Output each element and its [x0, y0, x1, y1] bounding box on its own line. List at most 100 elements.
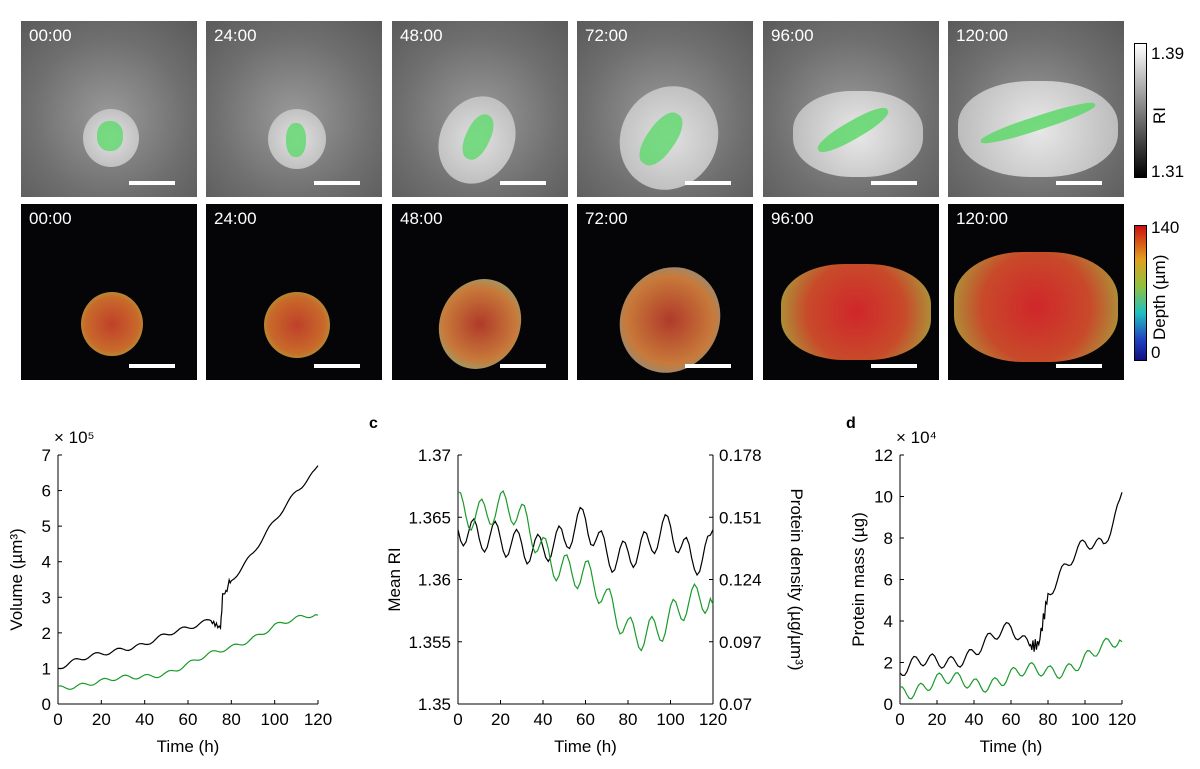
- ri-colorbar: [1134, 43, 1147, 178]
- x-tick-label: 0: [895, 710, 904, 729]
- scale-bar-icon: [500, 364, 546, 368]
- fluorescence-overlay: [286, 123, 306, 157]
- axis-exponent: × 10⁵: [54, 428, 95, 447]
- depth-tile: 96:00: [763, 204, 939, 380]
- depth-colorbar-min: 0: [1151, 343, 1161, 362]
- y-tick-label: 1.36: [418, 571, 451, 590]
- time-label: 96:00: [771, 26, 814, 45]
- x-tick-label: 20: [92, 710, 111, 729]
- depth-tile: 48:00: [392, 204, 568, 380]
- x-tick-label: 120: [699, 710, 727, 729]
- organoid-blob: [264, 292, 330, 358]
- time-label: 120:00: [956, 26, 1008, 45]
- fluorescence-overlay: [97, 121, 123, 151]
- ri-colorbar-min: 1.31: [1151, 162, 1185, 181]
- time-label: 120:00: [956, 209, 1008, 228]
- y-tick-label: 10: [874, 488, 893, 507]
- x-tick-label: 60: [179, 710, 198, 729]
- scale-bar-icon: [1056, 181, 1102, 185]
- scale-bar-icon: [1056, 364, 1102, 368]
- scale-bar-icon: [871, 181, 917, 185]
- x-axis-label: Time (h): [554, 737, 617, 756]
- x-tick-label: 60: [576, 710, 595, 729]
- depth-tile: 72:00: [577, 204, 753, 380]
- scale-bar-icon: [129, 364, 175, 368]
- y-tick-label: 1.35: [418, 695, 451, 714]
- x-tick-label: 0: [453, 710, 462, 729]
- x-tick-label: 120: [1108, 710, 1136, 729]
- series-line: [457, 506, 714, 577]
- panel-label-c: c: [369, 415, 378, 432]
- y-tick-label: 2: [884, 654, 893, 673]
- scale-bar-icon: [314, 181, 360, 185]
- series-line: [57, 614, 319, 690]
- y-tick-label: 1.355: [408, 633, 451, 652]
- y-tick-label: 7: [42, 446, 51, 465]
- depth-tile: 120:00: [948, 204, 1124, 380]
- y-tick-label: 2: [42, 624, 51, 643]
- series-line: [57, 465, 319, 670]
- y-axis-label: Protein mass (µg): [849, 512, 868, 647]
- time-label: 00:00: [29, 209, 72, 228]
- x-tick-label: 0: [53, 710, 62, 729]
- y-tick-label: 6: [884, 571, 893, 590]
- x-tick-label: 80: [1039, 710, 1058, 729]
- depth-colorbar-max: 140: [1151, 218, 1180, 237]
- y-tick-label: 1: [42, 659, 51, 678]
- x-tick-label: 20: [928, 710, 947, 729]
- organoid-blob: [781, 264, 931, 360]
- ri-tile: 48:00: [392, 21, 568, 197]
- y-tick-label: 4: [884, 612, 893, 631]
- time-label: 24:00: [214, 209, 257, 228]
- y-tick-label: 3: [42, 588, 51, 607]
- axis-exponent: × 10⁴: [896, 428, 937, 447]
- time-label: 72:00: [585, 26, 628, 45]
- ri-colorbar-max: 1.39: [1151, 44, 1185, 63]
- x-tick-label: 40: [135, 710, 154, 729]
- x-tick-label: 100: [1071, 710, 1099, 729]
- x-axis-label: Time (h): [157, 737, 220, 756]
- series-line: [457, 490, 714, 652]
- organoid-blob: [81, 292, 143, 356]
- y-tick-label: 1.37: [418, 446, 451, 465]
- scale-bar-icon: [685, 181, 731, 185]
- y-tick-label: 0: [884, 695, 893, 714]
- depth-colorbar: [1134, 225, 1147, 361]
- scale-bar-icon: [129, 181, 175, 185]
- y-axis-label: Volume (µm³): [7, 528, 26, 630]
- ri-tile: 120:00: [948, 21, 1124, 197]
- y-tick-label: 5: [42, 517, 51, 536]
- y-right-tick-label: 0.151: [719, 508, 762, 527]
- y-tick-label: 4: [42, 553, 51, 572]
- scale-bar-icon: [314, 364, 360, 368]
- y-tick-label: 0: [42, 695, 51, 714]
- time-label: 00:00: [29, 26, 72, 45]
- panel-label-d: d: [846, 415, 856, 432]
- x-tick-label: 20: [491, 710, 510, 729]
- y-right-tick-label: 0.07: [719, 695, 752, 714]
- y-right-tick-label: 0.178: [719, 446, 762, 465]
- scale-bar-icon: [500, 181, 546, 185]
- y-axis-label: Mean RI: [385, 547, 404, 611]
- time-label: 96:00: [771, 209, 814, 228]
- x-tick-label: 120: [304, 710, 332, 729]
- x-tick-label: 40: [965, 710, 984, 729]
- y-tick-label: 1.365: [408, 508, 451, 527]
- series-line: [899, 637, 1123, 700]
- x-axis-label: Time (h): [980, 737, 1043, 756]
- scale-bar-icon: [685, 364, 731, 368]
- depth-tile: 00:00: [21, 204, 197, 380]
- y-tick-label: 8: [884, 529, 893, 548]
- y-right-tick-label: 0.124: [719, 571, 762, 590]
- y-right-tick-label: 0.097: [719, 633, 762, 652]
- time-label: 48:00: [400, 209, 443, 228]
- y-tick-label: 12: [874, 446, 893, 465]
- ri-tile: 24:00: [206, 21, 382, 197]
- y-right-axis-label: Protein density (µg/µm³): [787, 488, 806, 670]
- ri-tile: 72:00: [577, 21, 753, 197]
- y-tick-label: 6: [42, 482, 51, 501]
- depth-tile: 24:00: [206, 204, 382, 380]
- ri-tile: 96:00: [763, 21, 939, 197]
- time-label: 48:00: [400, 26, 443, 45]
